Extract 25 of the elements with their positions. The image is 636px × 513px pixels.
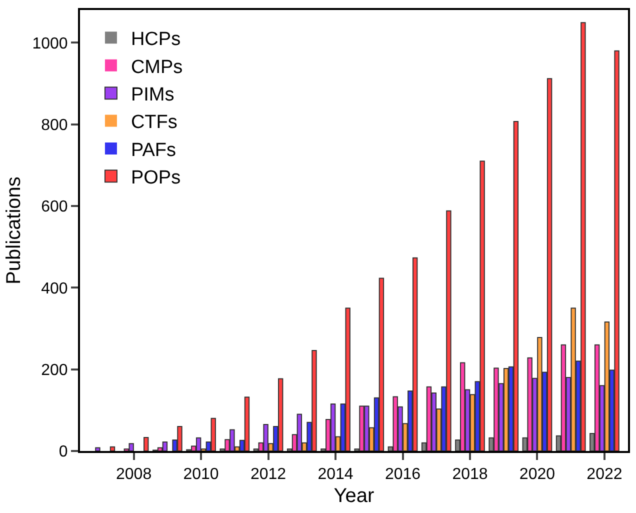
y-axis-title: Publications	[3, 176, 26, 284]
x-tick-label: 2016	[384, 466, 421, 484]
x-tick-label: 2022	[586, 466, 622, 484]
legend-label: CTFs	[130, 112, 178, 134]
y-tick-label: 200	[41, 362, 68, 379]
y-tick-label: 800	[41, 116, 68, 134]
bar	[95, 447, 100, 451]
y-tick-label: 400	[41, 280, 68, 298]
bar	[144, 437, 149, 451]
y-tick-label: 0	[58, 444, 68, 461]
legend-label: CMPs	[130, 56, 183, 78]
legend-label: PAFs	[130, 140, 176, 161]
legend-label: POPs	[130, 168, 181, 189]
legend-label: HCPs	[130, 29, 181, 50]
x-axis-title: Year	[334, 485, 375, 508]
x-tick-label: 2010	[183, 466, 219, 484]
x-tick-label: 2014	[318, 466, 354, 484]
x-tick-label: 2020	[519, 466, 556, 484]
x-tick-label: 2008	[116, 466, 152, 484]
x-tick-label: 2012	[250, 466, 286, 484]
y-tick-label: 600	[41, 198, 68, 216]
x-tick-label: 2018	[452, 466, 488, 484]
legend-label: PIMs	[130, 84, 174, 106]
bar	[110, 446, 116, 451]
y-tick-label: 1000	[32, 35, 68, 52]
